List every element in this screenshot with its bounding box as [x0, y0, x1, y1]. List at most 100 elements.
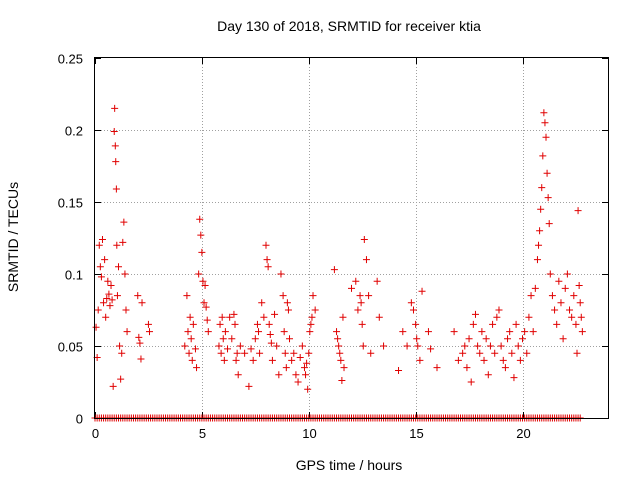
- data-point: [307, 320, 315, 328]
- data-point: [574, 207, 582, 215]
- x-tick-label: 10: [302, 426, 316, 441]
- data-point: [199, 277, 207, 285]
- data-point: [311, 306, 319, 314]
- data-point: [359, 342, 367, 350]
- data-point: [424, 328, 432, 336]
- data-point: [191, 345, 199, 353]
- data-point: [367, 349, 375, 357]
- data-point: [112, 185, 120, 193]
- data-point: [433, 364, 441, 372]
- data-point: [260, 313, 268, 321]
- data-point: [280, 328, 288, 336]
- data-point: [111, 142, 119, 150]
- data-point: [296, 354, 304, 362]
- data-point: [221, 328, 229, 336]
- data-point: [137, 355, 145, 363]
- data-point: [360, 235, 368, 243]
- data-point: [112, 158, 120, 166]
- data-point: [300, 364, 308, 372]
- data-point: [450, 328, 458, 336]
- data-point: [136, 339, 144, 347]
- data-point: [100, 299, 108, 307]
- data-point: [251, 335, 259, 343]
- data-point: [304, 385, 312, 393]
- y-tick-label: 0.2: [65, 124, 83, 139]
- data-point: [309, 292, 317, 300]
- data-point: [294, 378, 302, 386]
- data-point: [186, 313, 194, 321]
- data-point: [121, 270, 129, 278]
- data-point: [414, 342, 422, 350]
- x-tick-label: 0: [92, 426, 99, 441]
- data-point: [200, 299, 208, 307]
- data-point: [231, 320, 239, 328]
- data-point: [577, 313, 585, 321]
- data-point: [357, 299, 365, 307]
- data-point: [476, 349, 484, 357]
- data-point: [230, 310, 238, 318]
- x-axis-label: GPS time / hours: [296, 457, 403, 473]
- data-point: [268, 356, 276, 364]
- data-point: [256, 349, 264, 357]
- data-point: [277, 270, 285, 278]
- data-point: [92, 323, 100, 331]
- data-point: [399, 328, 407, 336]
- data-point: [566, 306, 574, 314]
- data-point: [482, 335, 490, 343]
- data-point: [258, 299, 266, 307]
- data-point: [334, 335, 342, 343]
- data-point: [563, 270, 571, 278]
- data-point: [108, 296, 116, 304]
- data-point: [245, 382, 253, 390]
- data-point: [516, 356, 524, 364]
- data-point: [499, 356, 507, 364]
- data-point: [241, 349, 249, 357]
- data-point: [275, 371, 283, 379]
- data-point: [104, 277, 112, 285]
- chart-title: Day 130 of 2018, SRMTID for receiver kti…: [217, 18, 481, 34]
- data-point: [380, 342, 388, 350]
- data-point: [529, 328, 537, 336]
- data-point: [467, 378, 475, 386]
- data-point: [255, 328, 263, 336]
- data-point: [266, 330, 274, 338]
- data-point: [544, 194, 552, 202]
- data-point: [288, 356, 296, 364]
- data-point: [218, 313, 226, 321]
- data-point: [284, 306, 292, 314]
- data-point: [354, 306, 362, 314]
- data-point: [188, 356, 196, 364]
- data-point: [527, 292, 535, 300]
- data-point: [352, 277, 360, 285]
- data-point: [281, 349, 289, 357]
- data-point: [115, 263, 123, 271]
- data-point: [413, 335, 421, 343]
- data-point: [226, 313, 234, 321]
- data-point: [521, 328, 529, 336]
- data-points: [91, 104, 586, 422]
- data-point: [561, 284, 569, 292]
- data-point: [303, 359, 311, 367]
- data-point: [116, 342, 124, 350]
- data-point: [559, 335, 567, 343]
- data-point: [138, 299, 146, 307]
- data-point: [187, 335, 195, 343]
- data-point: [493, 313, 501, 321]
- data-point: [538, 184, 546, 192]
- data-point: [193, 364, 201, 372]
- data-point: [217, 349, 225, 357]
- data-point: [412, 320, 420, 328]
- x-tick-label: 5: [199, 426, 206, 441]
- data-point: [117, 375, 125, 383]
- data-point: [236, 342, 244, 350]
- data-point: [576, 299, 584, 307]
- data-point: [101, 256, 109, 264]
- data-point: [504, 335, 512, 343]
- data-point: [339, 313, 347, 321]
- data-point: [198, 248, 206, 256]
- data-point: [409, 306, 417, 314]
- data-point: [189, 320, 197, 328]
- data-point: [333, 328, 341, 336]
- data-point: [557, 299, 565, 307]
- data-point: [539, 152, 547, 160]
